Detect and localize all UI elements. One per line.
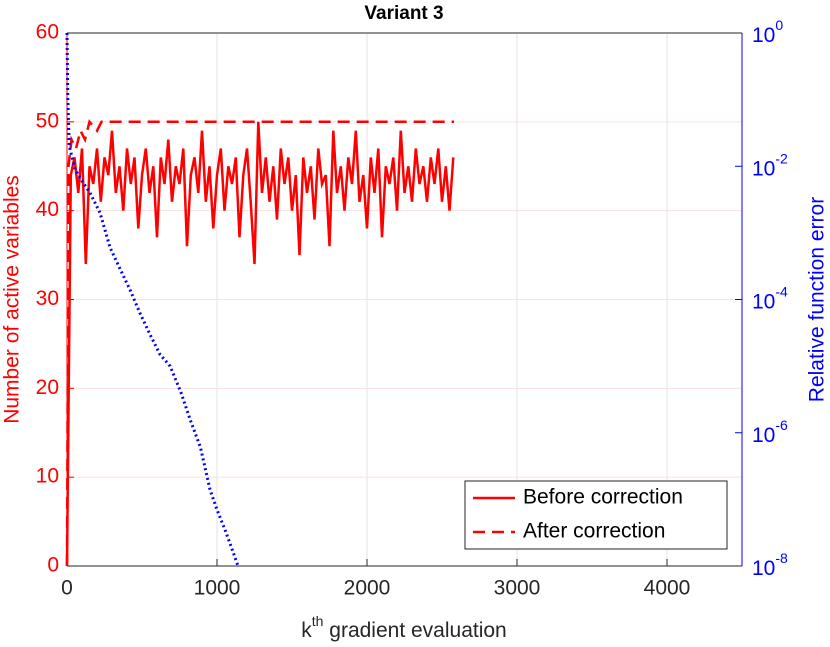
y-tick-label: 0: [47, 554, 59, 577]
legend-label: Before correction: [523, 486, 683, 509]
y2-tick-label: 10-4: [752, 283, 788, 313]
y-tick-label: 40: [36, 198, 59, 221]
x-tick-label: 4000: [644, 577, 691, 600]
x-label-sup: th: [312, 613, 324, 629]
y2-tick-base: 10: [752, 290, 775, 313]
y2-tick-label: 10-8: [752, 550, 788, 580]
y2-tick-exponent: -4: [775, 283, 788, 299]
y2-tick-exponent: 0: [775, 17, 783, 33]
y-axis-label: Number of active variables: [1, 175, 24, 424]
x-label-part: gradient evaluation: [323, 619, 506, 642]
y-tick-label: 20: [36, 376, 59, 399]
y2-tick-exponent: -8: [775, 550, 788, 566]
y2-tick-label: 10-2: [752, 150, 788, 180]
series-line: [65, 119, 454, 567]
chart-title: Variant 3: [364, 3, 443, 24]
y2-tick-label: 100: [752, 17, 783, 47]
series-line: [65, 121, 455, 567]
x-tick-label: 1000: [194, 577, 241, 600]
y2-tick-base: 10: [752, 557, 775, 580]
x-label-part: k: [301, 619, 312, 642]
y2-tick-exponent: -6: [775, 416, 788, 432]
y-tick-label: 60: [36, 21, 59, 44]
y2-axis-label: Relative function error: [806, 197, 829, 402]
y2-tick-base: 10: [752, 157, 775, 180]
y2-tick-base: 10: [752, 24, 775, 47]
y2-tick-base: 10: [752, 423, 775, 446]
y2-tick-label: 10-6: [752, 416, 788, 446]
x-tick-label: 0: [61, 577, 73, 600]
legend-label: After correction: [523, 520, 665, 543]
y-tick-label: 10: [36, 465, 59, 488]
y-tick-label: 50: [36, 109, 59, 132]
y-tick-label: 30: [36, 287, 59, 310]
legend-box: [464, 480, 728, 550]
x-axis-label: kth gradient evaluation: [301, 613, 507, 642]
y2-tick-exponent: -2: [775, 150, 788, 166]
x-tick-label: 3000: [494, 577, 541, 600]
x-tick-label: 2000: [344, 577, 391, 600]
